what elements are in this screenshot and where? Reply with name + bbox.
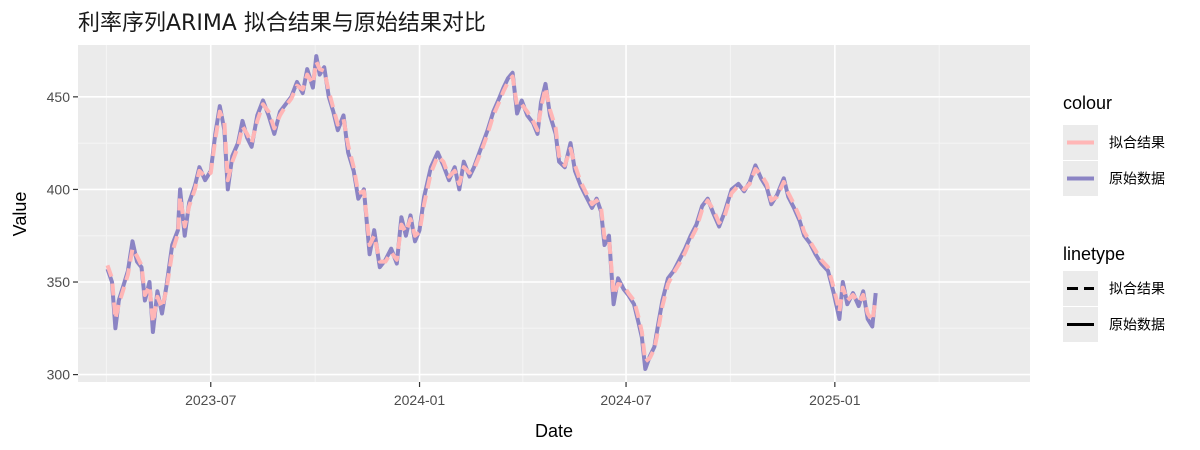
legend-label: 拟合结果: [1109, 282, 1165, 298]
y-tick-label: 300: [47, 367, 71, 383]
x-tick-label: 2024-07: [600, 392, 652, 408]
y-tick-label: 450: [47, 89, 71, 105]
y-tick-label: 400: [47, 181, 71, 197]
legend-label: 原始数据: [1109, 318, 1165, 334]
x-axis-label: Date: [535, 421, 573, 441]
series-layer: [105, 54, 878, 371]
x-tick-label: 2025-01: [809, 392, 861, 408]
legend-label: 原始数据: [1109, 172, 1165, 188]
grid-lines: [78, 45, 1030, 382]
x-tick-label: 2024-01: [394, 392, 446, 408]
legend-title: colour: [1063, 93, 1112, 113]
legend-title: linetype: [1063, 244, 1125, 264]
y-axis-label: Value: [10, 192, 30, 237]
y-tick-label: 350: [47, 274, 71, 290]
series-line-fitted: [105, 59, 878, 364]
legend-label: 拟合结果: [1109, 136, 1165, 152]
axes: 300 350 400 450 2023-07 2024-01 2024-07 2025-01: [47, 89, 861, 408]
chart-title: 利率序列ARIMA 拟合结果与原始结果对比: [78, 11, 486, 36]
x-tick-label: 2023-07: [185, 392, 237, 408]
plot-panel: [78, 45, 1030, 382]
